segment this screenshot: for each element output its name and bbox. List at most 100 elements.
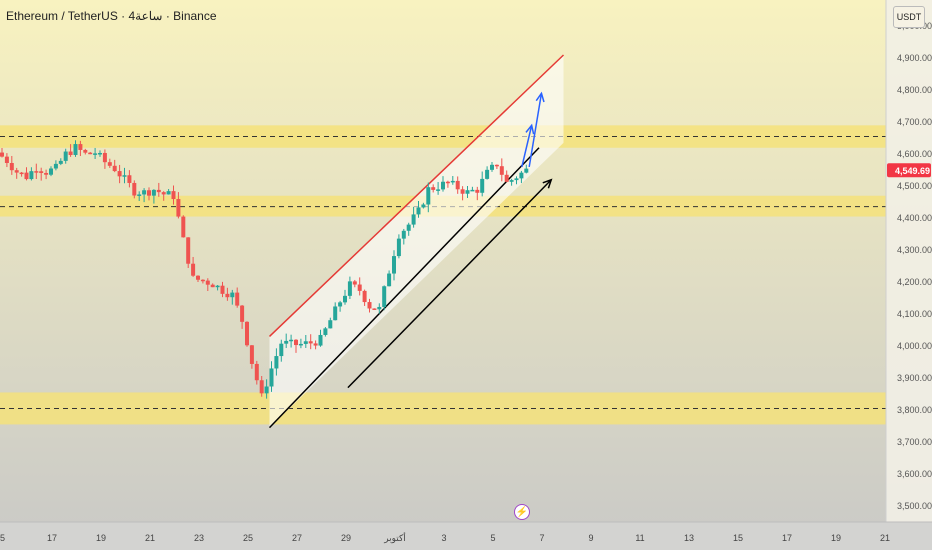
x-tick-label: 3: [441, 533, 446, 543]
x-tick-label: 19: [96, 533, 106, 543]
candle-body: [347, 281, 352, 296]
candle-body: [445, 181, 450, 184]
candle-body: [382, 286, 387, 307]
y-tick-label: 4,800.00: [897, 85, 932, 95]
candle-body: [14, 170, 19, 173]
candle-body: [396, 238, 401, 257]
candle-body: [504, 174, 509, 182]
candle-body: [147, 190, 151, 196]
candle-body: [328, 320, 333, 329]
candle-body: [142, 190, 147, 195]
candle-body: [98, 152, 102, 155]
x-tick-label: 25: [243, 533, 253, 543]
channel-arrow-head: [542, 178, 553, 189]
lightning-icon[interactable]: ⚡: [514, 504, 530, 520]
candle-body: [294, 339, 298, 346]
candle-body: [465, 190, 470, 194]
candle-body: [132, 182, 137, 196]
candle-body: [58, 160, 63, 164]
candle-body: [519, 172, 524, 179]
projection-arrow-head: [535, 91, 545, 103]
candle-body: [53, 163, 58, 169]
candle-body: [176, 199, 181, 217]
current-price-tag: [887, 163, 931, 178]
y-tick-label: 4,300.00: [897, 245, 932, 255]
candle-body: [494, 164, 499, 167]
candle-body: [480, 178, 485, 193]
candle-body: [470, 189, 475, 192]
y-tick-label: 3,800.00: [897, 405, 932, 415]
y-tick-label: 4,900.00: [897, 53, 932, 63]
candle-body: [240, 305, 245, 322]
candle-body: [377, 306, 382, 310]
candle-body: [34, 171, 39, 173]
candle-body: [151, 189, 156, 196]
candle-body: [39, 171, 44, 173]
candle-body: [63, 151, 68, 161]
candle-body: [357, 284, 362, 291]
candle-body: [220, 285, 225, 294]
y-tick-label: 4,600.00: [897, 149, 932, 159]
candle-body: [0, 152, 4, 157]
candle-body: [426, 187, 431, 205]
candle-body: [284, 340, 289, 344]
candle-body: [338, 302, 343, 307]
y-tick-label: 4,700.00: [897, 117, 932, 127]
candle-body: [122, 175, 127, 177]
candle-body: [352, 281, 357, 285]
candle-body: [83, 149, 88, 153]
candle-body: [441, 181, 445, 190]
candle-body: [156, 189, 161, 193]
candle-body: [455, 180, 460, 190]
y-tick-label: 3,700.00: [897, 437, 932, 447]
candle-body: [362, 290, 367, 303]
candle-body: [406, 224, 411, 231]
x-tick-label: 9: [588, 533, 593, 543]
candle-body: [313, 343, 318, 346]
candle-body: [490, 164, 494, 170]
candle-body: [289, 339, 294, 342]
x-tick-label: 29: [341, 533, 351, 543]
candle-body: [431, 187, 436, 190]
y-tick-label: 3,600.00: [897, 469, 932, 479]
candle-body: [78, 144, 83, 150]
candle-body: [318, 334, 323, 346]
candle-body: [73, 144, 78, 155]
candle-body: [102, 152, 107, 163]
candle-body: [411, 214, 416, 225]
channel-fill: [269, 54, 564, 428]
x-tick-label: 21: [145, 533, 155, 543]
current-price-label: 4,549.69: [895, 166, 930, 176]
candle-body: [191, 263, 196, 276]
x-tick-label: 15: [733, 533, 743, 543]
x-tick-label: 5: [490, 533, 495, 543]
time-axis-panel: [0, 522, 932, 550]
x-tick-label: 5: [0, 533, 5, 543]
candle-body: [269, 368, 274, 387]
symbol-title[interactable]: Ethereum / TetherUS · 4ساعة · Binance: [6, 9, 217, 23]
candle-body: [44, 172, 49, 175]
candle-body: [166, 191, 171, 195]
candle-body: [303, 341, 308, 344]
channel-lower-line: [268, 147, 540, 429]
candle-body: [249, 345, 254, 364]
candle-body: [200, 279, 205, 282]
candle-body: [171, 191, 176, 200]
candle-body: [24, 172, 29, 180]
candle-body: [196, 275, 200, 280]
y-tick-label: 3,500.00: [897, 501, 932, 511]
candle-body: [29, 171, 34, 180]
y-tick-label: 4,000.00: [897, 341, 932, 351]
candle-body: [298, 343, 303, 346]
candle-body: [215, 285, 220, 288]
candle-body: [88, 152, 93, 155]
price-axis-panel: [886, 0, 932, 550]
candle-body: [308, 341, 313, 344]
candle-body: [230, 292, 235, 298]
candle-body: [137, 194, 142, 196]
projection-arrow: [521, 125, 533, 168]
currency-button[interactable]: USDT: [893, 6, 925, 28]
candle-body: [112, 165, 117, 172]
channel-upper-line: [268, 54, 565, 338]
